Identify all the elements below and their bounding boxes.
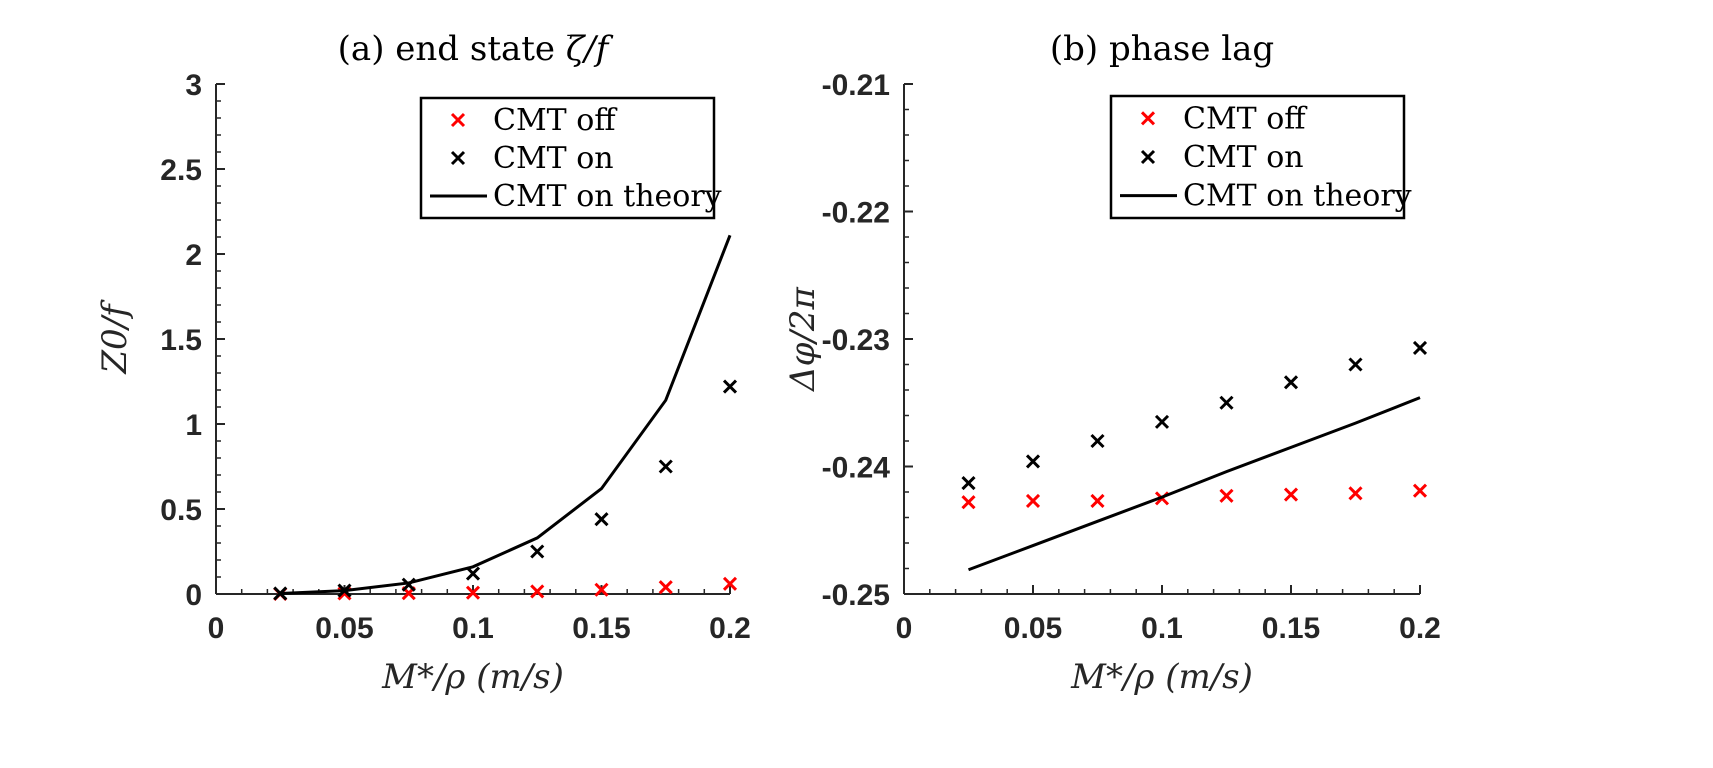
panel-b-ytick-label: -0.22: [822, 197, 890, 230]
panel-a-ytick-label: 3: [185, 69, 202, 102]
panel-b-ytick-label: -0.21: [822, 69, 890, 102]
panel-b-point-cmt-on: [961, 476, 976, 491]
panel-b-legend-label-cmt-on-theory: CMT on theory: [1183, 179, 1412, 214]
panel-a-xlabel: M*/ρ (m/s): [381, 657, 564, 697]
panel-b-series-cmt-on: [961, 340, 1428, 491]
panel-a-xtick-label: 0.2: [709, 612, 751, 645]
panel-b-xtick-label: 0.1: [1141, 612, 1183, 645]
panel-b-ytick-label: -0.23: [822, 324, 890, 357]
panel-a-point-cmt-on: [530, 544, 545, 559]
panel-a-ytick-label: 1.5: [160, 324, 202, 357]
panel-a-title-text: end state: [395, 29, 555, 69]
panel-b-ytick-label: -0.24: [822, 452, 891, 485]
panel-a: (a) end state ζ̅/f 0 0.5 1 1.5 2 2.5 3 0 0.05 0.…: [95, 29, 751, 697]
panel-a-title-math: ζ̅/f: [566, 29, 614, 69]
panel-b-legend-box: [1109, 94, 1406, 220]
panel-b-legend-icon-cmt-off: [1140, 111, 1156, 126]
panel-b-point-cmt-on: [1219, 395, 1234, 410]
panel-b-xtick-label: 0: [896, 612, 913, 645]
panel-b-point-cmt-on: [1154, 414, 1170, 429]
panel-b-line-cmt-on-theory: [967, 396, 1421, 572]
panel-a-line-cmt-on-theory: [280, 234, 732, 595]
panel-b-title: (b) phase lag: [1050, 29, 1274, 69]
panel-a-legend-label-cmt-on: CMT on: [493, 141, 614, 176]
panel-a-ytick-label: 2: [185, 239, 202, 272]
panel-b-series-cmt-off: [961, 483, 1428, 510]
panel-a-xtick-label: 0: [208, 612, 225, 645]
panel-b: (b) phase lag -0.25-0.24-0.23-0.22-0.21 …: [783, 29, 1441, 697]
panel-b-point-cmt-off: [1412, 483, 1428, 498]
panel-a-ytick-label: 0.5: [160, 494, 202, 527]
panel-b-xlabel: M*/ρ (m/s): [1070, 657, 1253, 697]
panel-b-series-cmt-on-theory: [967, 396, 1421, 572]
panel-b-legend-icon-cmt-on: [1140, 149, 1156, 165]
panel-b-legend-label-cmt-off: CMT off: [1183, 101, 1308, 136]
panel-b-point-cmt-off: [1348, 486, 1363, 501]
panel-b-point-cmt-off: [1090, 493, 1105, 508]
panel-b-point-cmt-off: [961, 495, 976, 510]
panel-a-series-cmt-on-theory: [280, 234, 732, 595]
panel-a-ytick-label: 2.5: [160, 154, 202, 187]
panel-b-point-cmt-on: [1025, 454, 1041, 469]
panel-a-point-cmt-off: [594, 582, 609, 597]
panel-a-xtick-label: 0.1: [452, 612, 494, 645]
panel-b-ytick-label: -0.25: [822, 579, 890, 612]
panel-b-title-prefix: (b): [1050, 29, 1098, 69]
panel-a-xtick-label: 0.15: [572, 612, 630, 645]
panel-b-point-cmt-on: [1348, 357, 1363, 372]
panel-b-xtick-label: 0.05: [1004, 612, 1062, 645]
panel-b-ylabel: Δφ/2π: [783, 286, 823, 392]
panel-a-title: (a) end state ζ̅/f: [338, 29, 614, 69]
panel-a-ytick-label: 0: [185, 579, 202, 612]
panel-a-legend-icon-cmt-on: [450, 150, 466, 166]
panel-b-legend: CMT off CMT on CMT on theory: [1109, 94, 1412, 220]
panel-a-point-cmt-off: [465, 585, 481, 600]
panel-a-point-cmt-on: [658, 459, 673, 474]
panel-b-point-cmt-off: [1025, 493, 1041, 508]
panel-a-point-cmt-off: [658, 580, 673, 595]
panel-a-point-cmt-on: [594, 512, 609, 527]
panel-a-legend-box: [419, 96, 716, 220]
panel-b-xtick-label: 0.15: [1262, 612, 1320, 645]
panel-a-point-cmt-off: [530, 584, 545, 599]
panel-b-xtick-label: 0.2: [1399, 612, 1441, 645]
panel-a-title-prefix: (a): [338, 29, 385, 69]
panel-b-point-cmt-off: [1283, 487, 1299, 502]
panel-b-point-cmt-on: [1090, 433, 1105, 449]
panel-a-ylabel: Z0/f: [95, 299, 135, 375]
panel-a-point-cmt-on: [722, 379, 738, 394]
panel-a-legend-label-cmt-off: CMT off: [493, 103, 618, 138]
panel-b-legend-label-cmt-on: CMT on: [1183, 140, 1304, 175]
panel-a-xtick-label: 0.05: [315, 612, 373, 645]
panel-b-point-cmt-on: [1283, 375, 1299, 390]
panel-a-point-cmt-on: [465, 566, 481, 581]
panel-a-legend-icon-cmt-off: [450, 112, 466, 128]
panel-b-point-cmt-on: [1412, 340, 1428, 355]
panel-a-series-cmt-on: [273, 379, 738, 601]
panel-b-point-cmt-off: [1219, 488, 1234, 503]
panel-b-title-text: phase lag: [1109, 29, 1274, 69]
panel-a-legend-label-cmt-on-theory: CMT on theory: [493, 179, 722, 214]
panel-a-ytick-label: 1: [185, 409, 202, 442]
panel-a-point-cmt-off: [722, 576, 738, 591]
